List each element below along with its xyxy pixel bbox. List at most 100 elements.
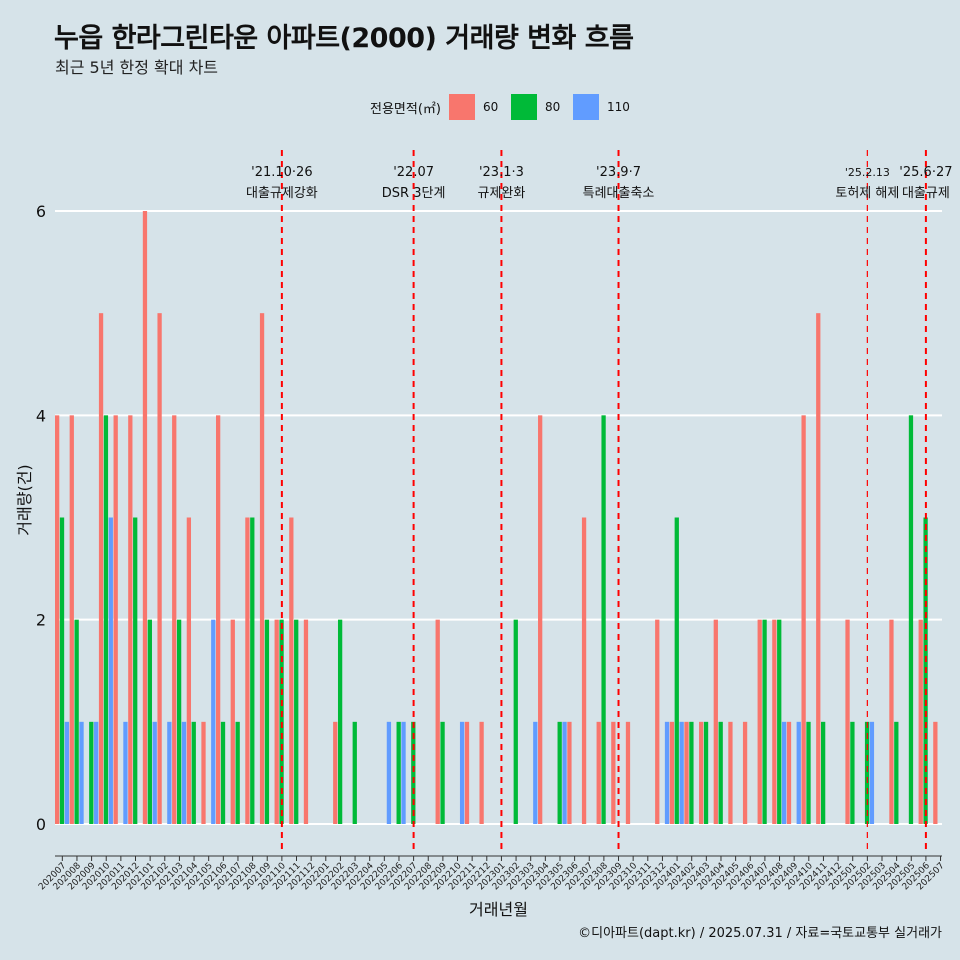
legend-swatch-60 — [448, 94, 475, 120]
bar-60-202110 — [274, 619, 279, 824]
y-tick-label: 4 — [36, 406, 46, 425]
event-date-label: '23.9·7 — [596, 165, 641, 180]
bar-80-202305 — [557, 721, 562, 824]
bar-60-202103 — [172, 415, 177, 824]
bar-80-202108 — [250, 517, 255, 824]
bar-110-202105 — [211, 619, 216, 824]
bar-60-202209 — [435, 619, 440, 824]
bar-60-202404 — [713, 619, 718, 824]
bar-80-202504 — [894, 721, 899, 824]
bar-80-202106 — [220, 721, 226, 824]
bar-60-202011 — [113, 415, 118, 824]
bar-80-202107 — [235, 721, 240, 824]
bar-110-202312 — [664, 721, 670, 824]
bar-80-202104 — [191, 721, 196, 824]
bar-80-202308 — [601, 415, 606, 824]
y-tick-label: 6 — [36, 202, 46, 221]
y-axis-title: 거래량(건) — [15, 464, 34, 535]
source-caption: ©디아파트(dapt.kr) / 2025.07.31 / 자료=국토교통부 실… — [578, 926, 942, 941]
bar-110-202103 — [181, 721, 187, 824]
bar-110-202401 — [679, 721, 684, 824]
bar-80-202010 — [103, 415, 109, 824]
bar-80-202008 — [74, 619, 79, 824]
bar-60-202310 — [625, 721, 631, 824]
bar-110-202008 — [79, 721, 84, 824]
bar-60-202507 — [933, 721, 938, 824]
bar-60-202501 — [845, 619, 850, 824]
bar-60-202306 — [567, 721, 572, 824]
bar-110-202206 — [401, 721, 406, 824]
bar-80-202401 — [674, 517, 679, 824]
bar-80-202402 — [689, 721, 694, 824]
bar-60-202504 — [889, 619, 894, 824]
bar-80-202012 — [133, 517, 138, 824]
bar-80-202502 — [864, 721, 870, 824]
bar-80-202408 — [777, 619, 782, 824]
bar-80-202404 — [718, 721, 723, 824]
bar-80-202009 — [89, 721, 94, 824]
bar-80-202407 — [762, 619, 767, 824]
bar-60-202312 — [655, 619, 660, 824]
bar-110-202305 — [562, 721, 567, 824]
bar-80-202411 — [821, 721, 826, 824]
chart-subtitle: 최근 5년 한정 확대 차트 — [55, 58, 219, 77]
y-tick-label: 0 — [36, 815, 46, 834]
bar-60-202109 — [259, 313, 265, 824]
legend-label-80: 80 — [544, 100, 561, 114]
bar-60-202309 — [611, 721, 616, 824]
bar-60-202212 — [479, 721, 484, 824]
bar-60-202202 — [333, 721, 338, 824]
bar-80-202209 — [440, 721, 445, 824]
event-desc-label: 특례대출축소 — [583, 186, 655, 201]
bar-60-202211 — [464, 721, 470, 824]
bar-110-202102 — [167, 721, 172, 824]
bar-60-202102 — [157, 313, 162, 824]
legend-item-80: 80 — [510, 94, 565, 120]
bar-80-202206 — [396, 721, 401, 824]
bar-60-202304 — [538, 415, 543, 824]
bar-60-202012 — [128, 415, 133, 824]
event-date-label: '25.6·27 — [899, 165, 952, 180]
bar-60-202008 — [69, 415, 74, 824]
bar-60-202112 — [303, 619, 309, 824]
event-desc-label: DSR 3단계 — [382, 186, 446, 201]
bar-80-202207 — [411, 721, 416, 824]
bar-110-202101 — [152, 721, 157, 824]
event-desc-label: 대출규제강화 — [246, 186, 318, 201]
bar-60-202105 — [201, 721, 206, 824]
legend-item-60: 60 — [448, 94, 503, 120]
bar-60-202007 — [55, 415, 60, 824]
bar-110-202210 — [459, 721, 465, 824]
bar-80-202202 — [337, 619, 343, 824]
event-date-label: '25.2.13 — [845, 166, 890, 179]
bar-60-202403 — [699, 721, 704, 824]
bar-110-202502 — [869, 721, 875, 824]
event-desc-label: 토허제 해제 — [835, 186, 899, 201]
bar-60-202506 — [918, 619, 923, 824]
bar-60-202406 — [742, 721, 748, 824]
bar-60-202106 — [216, 415, 221, 824]
bar-80-202501 — [850, 721, 855, 824]
event-date-label: '21.10·26 — [251, 165, 312, 180]
event-desc-label: 대출규제 — [902, 186, 950, 201]
bar-80-202403 — [703, 721, 709, 824]
bar-60-202402 — [684, 721, 689, 824]
legend-title: 전용면적(㎡) — [370, 101, 441, 117]
bar-60-202405 — [728, 721, 733, 824]
bar-80-202302 — [513, 619, 518, 824]
bar-60-202407 — [757, 619, 762, 824]
bar-60-202107 — [230, 619, 235, 824]
bar-80-202109 — [264, 619, 270, 824]
legend-swatch-110 — [572, 94, 599, 120]
x-axis-title: 거래년월 — [469, 900, 528, 919]
bar-80-202410 — [806, 721, 811, 824]
bar-60-202411 — [816, 313, 821, 824]
bar-110-202010 — [108, 517, 113, 824]
bar-60-202010 — [98, 313, 104, 824]
bar-80-202103 — [176, 619, 182, 824]
bar-110-202408 — [781, 721, 787, 824]
bar-60-202101 — [142, 211, 148, 824]
legend-label-60: 60 — [482, 100, 499, 114]
bar-110-202009 — [94, 721, 99, 824]
